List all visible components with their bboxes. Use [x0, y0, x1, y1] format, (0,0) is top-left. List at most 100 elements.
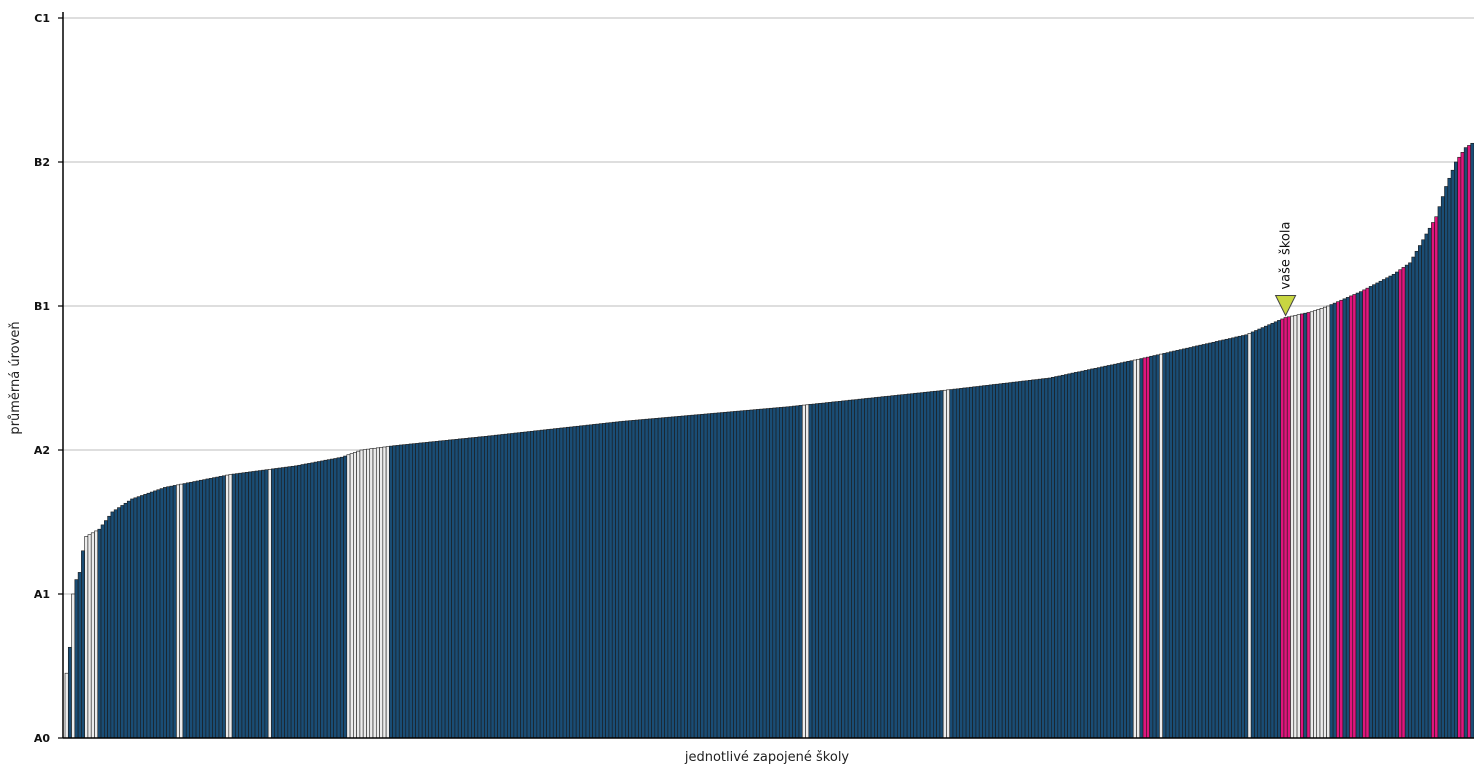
bar: [959, 388, 964, 739]
bar: [1096, 367, 1101, 739]
bar: [746, 409, 751, 739]
bar: [1316, 309, 1321, 739]
bar: [906, 393, 911, 739]
bar: [1221, 339, 1226, 739]
bar: [107, 515, 112, 739]
bar: [667, 416, 672, 739]
bar: [1362, 289, 1367, 739]
bar: [759, 408, 764, 739]
bar: [415, 443, 420, 739]
bar: [1336, 301, 1340, 739]
bar: [864, 398, 869, 739]
bar: [880, 396, 885, 739]
bar: [1283, 317, 1288, 739]
bar: [749, 409, 754, 739]
bar: [212, 477, 217, 739]
bar: [241, 472, 246, 739]
bar: [149, 491, 154, 739]
bar: [1070, 372, 1075, 739]
bar: [1267, 324, 1272, 739]
bar: [126, 500, 131, 739]
bar: [1418, 245, 1422, 739]
bar: [159, 488, 164, 739]
bar: [356, 450, 361, 739]
bar: [1073, 372, 1078, 739]
bar: [1414, 250, 1419, 739]
bar: [1254, 330, 1259, 739]
bar: [284, 466, 289, 739]
bar: [946, 389, 951, 739]
bar: [477, 436, 482, 739]
bar: [1411, 256, 1416, 739]
bar: [936, 390, 941, 739]
bar: [703, 413, 708, 739]
bar: [1395, 271, 1399, 739]
bar: [566, 426, 570, 739]
bar: [140, 495, 144, 739]
bar: [625, 420, 629, 739]
bar: [221, 475, 226, 739]
bar: [664, 417, 669, 739]
bar: [248, 471, 253, 739]
bar: [992, 384, 996, 739]
bar: [1168, 351, 1173, 739]
bar: [1437, 206, 1442, 739]
bar: [1355, 292, 1360, 739]
bar: [1188, 347, 1193, 739]
bar: [657, 417, 662, 739]
bar: [539, 429, 544, 739]
x-axis-label: jednotlivé zapojené školy: [684, 750, 850, 765]
bar: [1450, 169, 1455, 739]
bar: [1257, 328, 1262, 739]
bar: [389, 445, 393, 739]
bar: [146, 492, 151, 739]
bar: [1152, 355, 1157, 739]
bar: [772, 407, 777, 739]
bar: [133, 497, 138, 739]
bar: [536, 430, 541, 739]
bar: [385, 446, 390, 739]
bars: [64, 142, 1474, 739]
bar: [1234, 336, 1239, 739]
bar: [782, 406, 787, 739]
bar: [569, 426, 574, 739]
bar: [1172, 350, 1177, 739]
bar: [677, 415, 682, 739]
bar: [1322, 306, 1327, 739]
bar: [431, 441, 436, 739]
bar: [117, 507, 122, 739]
bar: [995, 383, 1000, 739]
bar: [84, 536, 89, 739]
bar: [795, 405, 800, 739]
bar: [1273, 321, 1278, 739]
bar: [1182, 348, 1186, 739]
bar: [474, 437, 479, 739]
bar: [1260, 327, 1265, 739]
bar: [336, 457, 341, 739]
bar: [359, 449, 364, 739]
bar: [238, 472, 243, 739]
bar: [1224, 338, 1229, 739]
bar: [428, 441, 433, 739]
bar: [1087, 369, 1091, 739]
bar: [169, 485, 174, 739]
bar: [1198, 344, 1203, 739]
bar: [1185, 347, 1190, 739]
bar: [739, 410, 744, 739]
bar: [480, 436, 485, 739]
bar: [1014, 381, 1019, 739]
bar: [513, 432, 518, 739]
bar: [461, 438, 466, 739]
bar: [258, 470, 262, 739]
bar: [805, 404, 810, 739]
bar: [1280, 318, 1285, 739]
bar: [225, 474, 230, 739]
bar: [559, 427, 564, 739]
bar: [556, 428, 561, 739]
bar: [297, 464, 302, 739]
bar: [362, 449, 367, 739]
bar: [955, 388, 960, 739]
bar: [742, 410, 747, 739]
bar: [208, 478, 213, 739]
bar: [185, 482, 190, 739]
